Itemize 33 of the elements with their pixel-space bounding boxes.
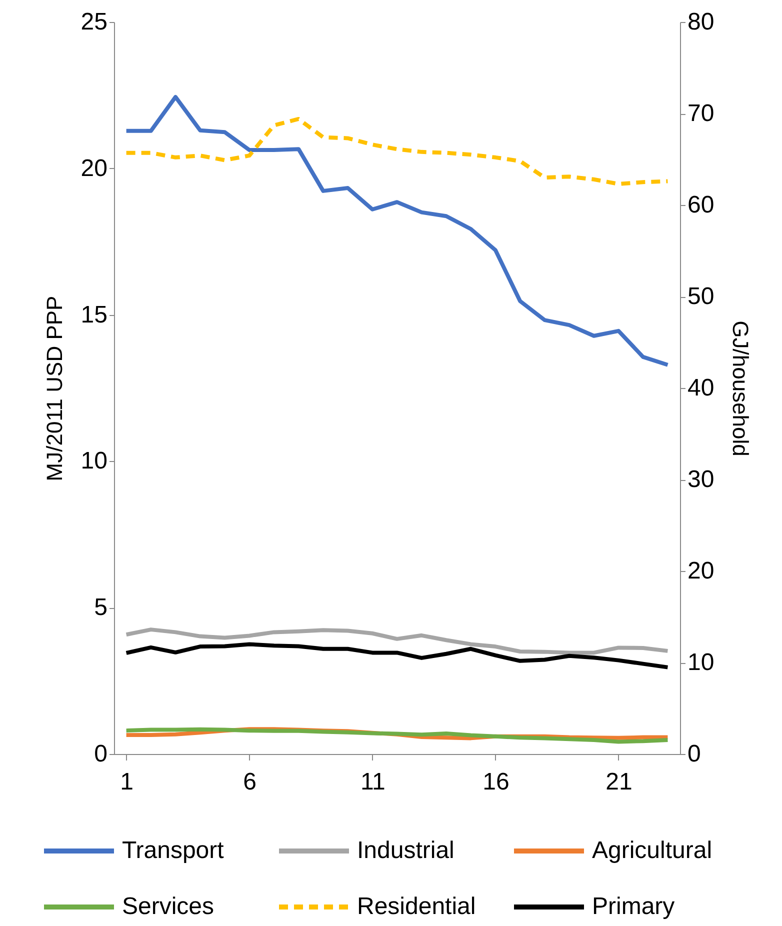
y-tick-label: 15 bbox=[80, 301, 108, 328]
line-series bbox=[124, 628, 670, 655]
y-tick-label: 20 bbox=[80, 154, 108, 182]
y-tick-label: 5 bbox=[94, 594, 108, 622]
legend-label: Agricultural bbox=[592, 837, 712, 864]
x-tick-label: 16 bbox=[482, 768, 510, 796]
x-tick-label: 11 bbox=[360, 768, 386, 796]
y2-tick-label: 20 bbox=[688, 558, 714, 584]
y-tick-label: 0 bbox=[94, 740, 108, 768]
y2-tick-label: 70 bbox=[688, 100, 714, 127]
y-tick-label: 10 bbox=[80, 448, 108, 475]
y2-tick-label: 0 bbox=[688, 740, 701, 768]
line-series bbox=[124, 94, 670, 367]
y2-tick-label: 10 bbox=[688, 649, 714, 676]
y-axis-title: MJ/2011 USD PPP bbox=[42, 296, 67, 482]
y2-tick-label: 50 bbox=[688, 283, 714, 310]
x-tick-label: 1 bbox=[120, 768, 134, 796]
y2-tick-label: 30 bbox=[688, 466, 714, 493]
y-tick-label: 25 bbox=[80, 8, 108, 36]
y2-axis-title: GJ/household bbox=[728, 320, 754, 456]
legend-label: Transport bbox=[122, 837, 224, 864]
x-tick-label: 6 bbox=[243, 768, 257, 796]
x-tick-label: 21 bbox=[606, 768, 632, 796]
y2-tick-label: 60 bbox=[688, 192, 714, 218]
legend-label: Residential bbox=[357, 893, 476, 920]
line-series bbox=[124, 116, 670, 186]
y2-tick-label: 40 bbox=[688, 374, 714, 402]
legend-label: Primary bbox=[592, 893, 675, 920]
legend-label: Industrial bbox=[357, 837, 454, 864]
legend-label: Services bbox=[122, 893, 214, 920]
line-series bbox=[124, 642, 670, 670]
y2-tick-label: 80 bbox=[688, 8, 714, 36]
line-series bbox=[124, 727, 670, 744]
